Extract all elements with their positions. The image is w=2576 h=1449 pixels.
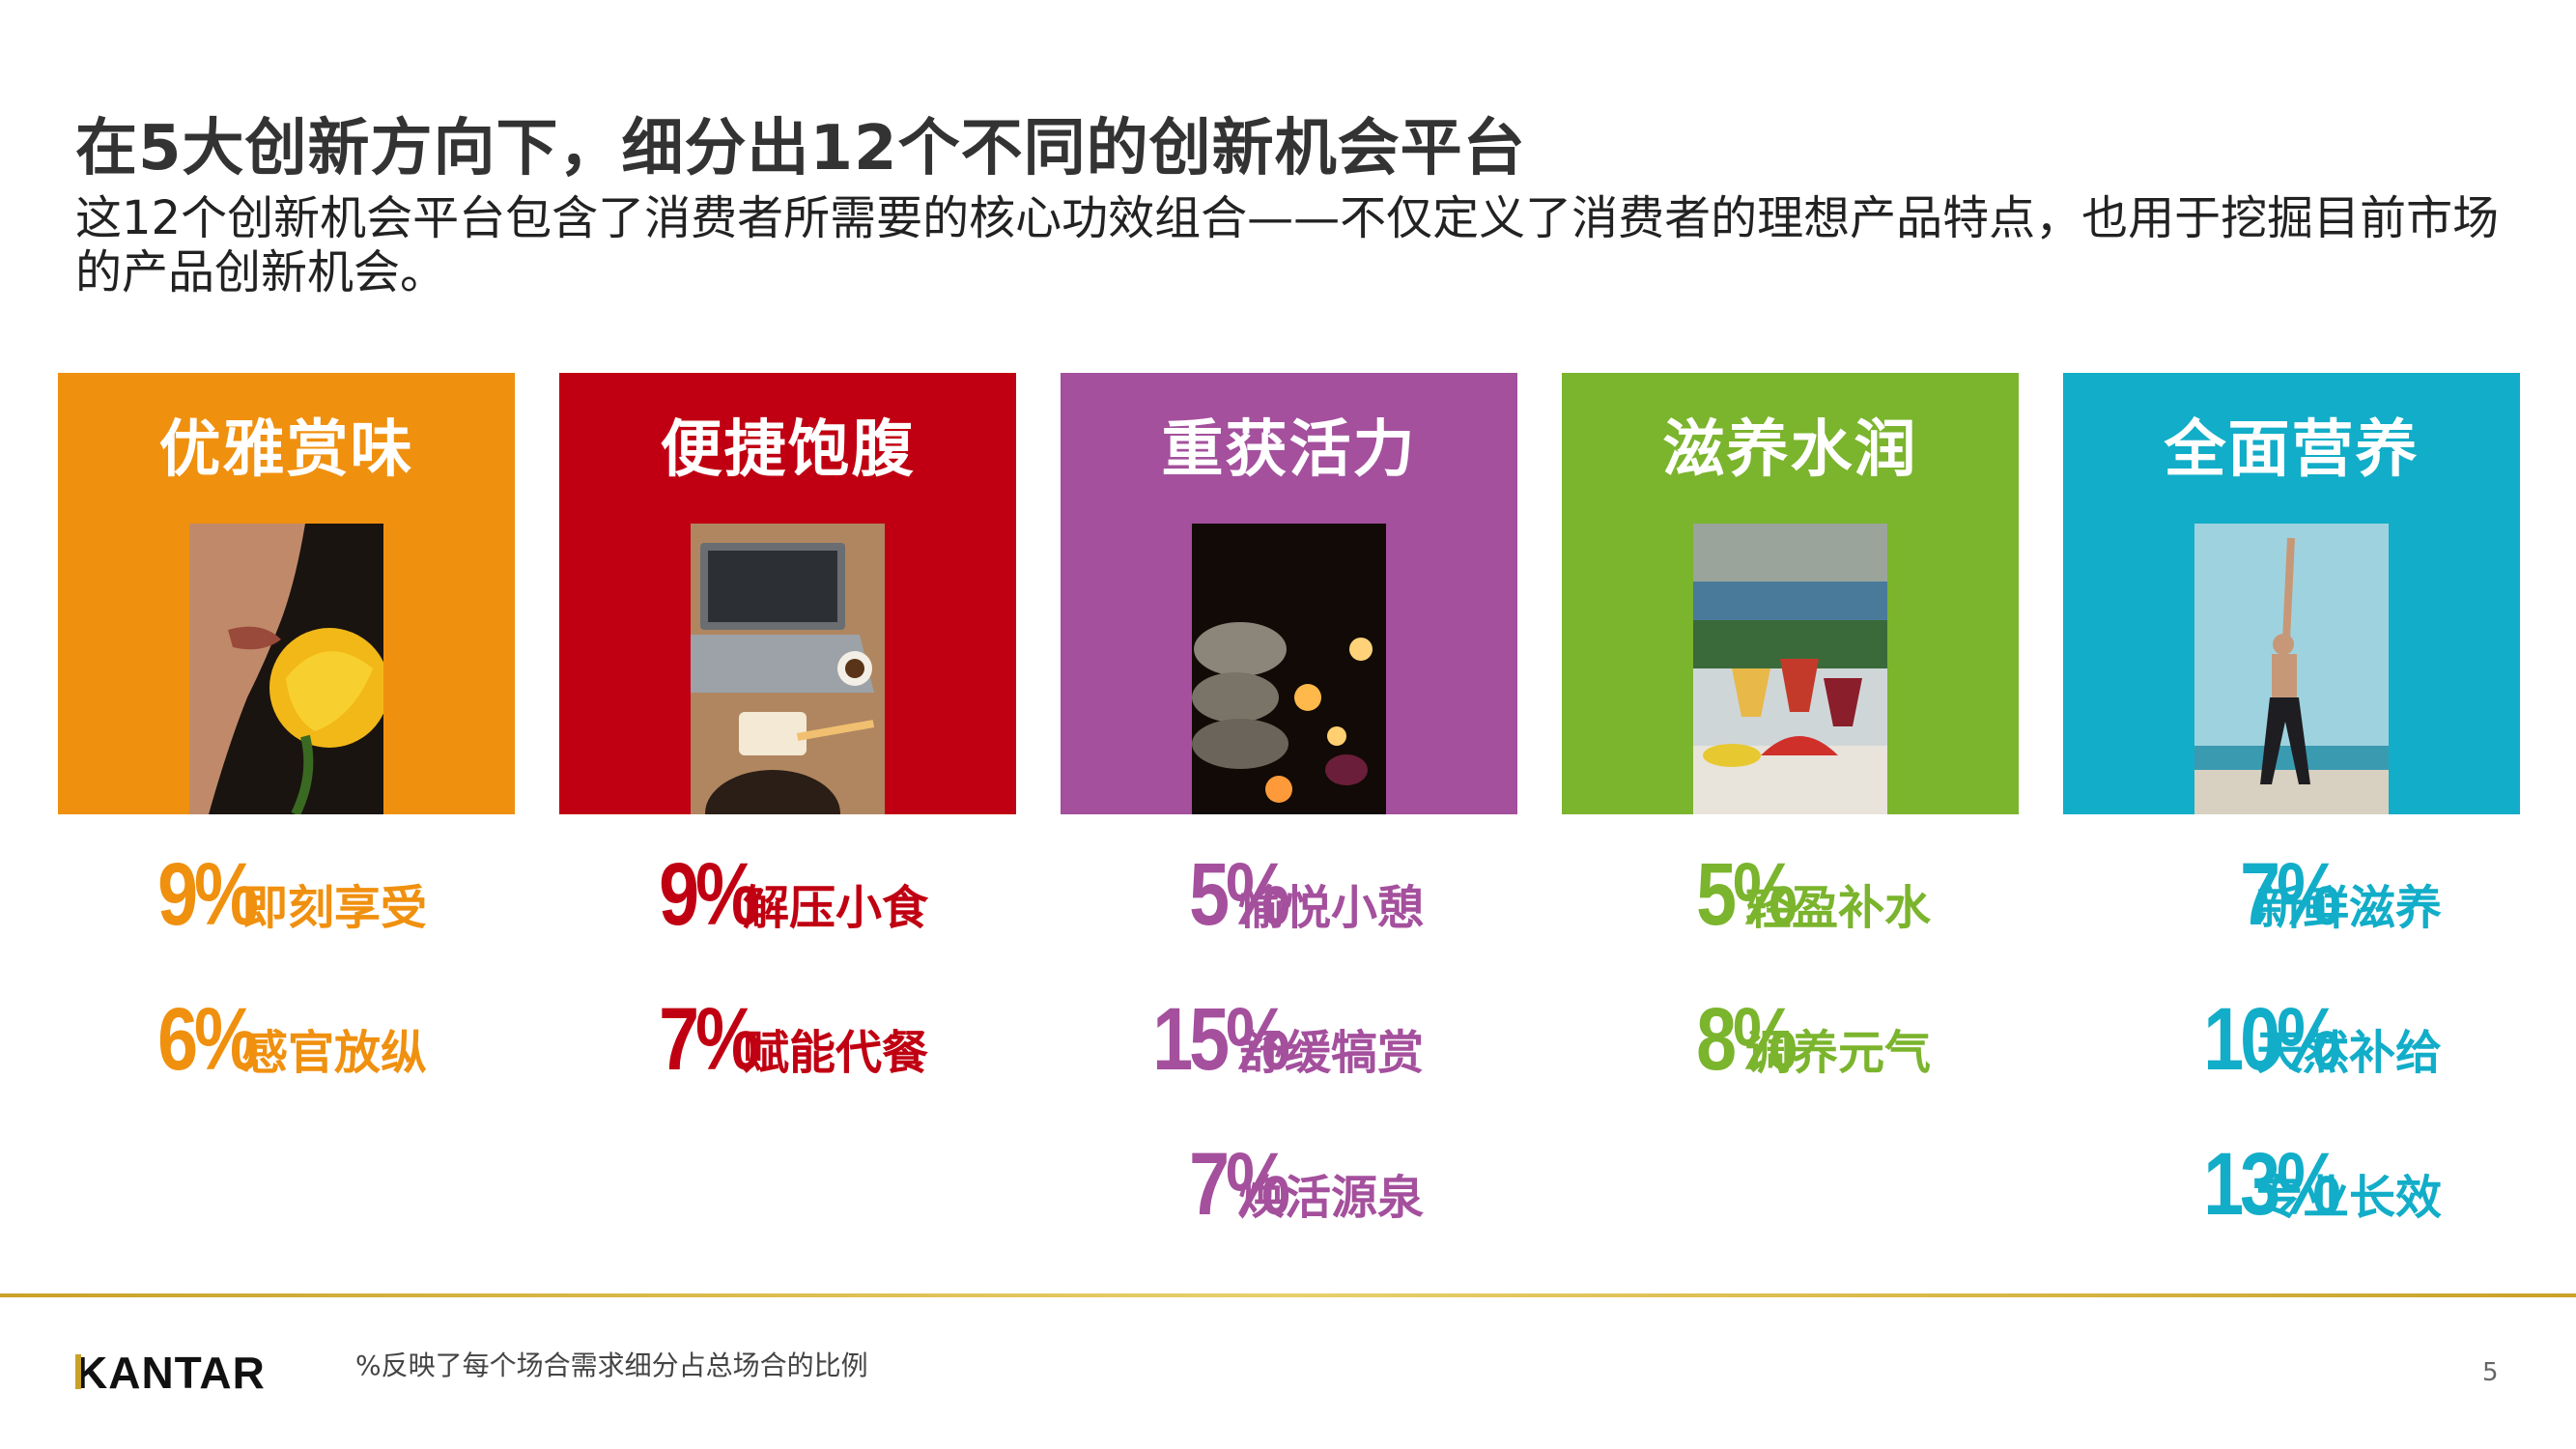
stat-soothing-reward: 15% 舒缓犒赏 <box>1061 993 1447 1086</box>
spa-candles-photo <box>1192 524 1386 814</box>
percentage-value: 13% <box>2203 1135 2341 1234</box>
stat-natural-supply: 10% 天然补给 <box>2063 993 2469 1086</box>
stat-label: 焕活源泉 <box>1238 1171 1425 1225</box>
platform-card-elegant-taste: 优雅赏味 <box>58 373 515 814</box>
stat-label: 解压小食 <box>743 881 929 935</box>
percentage-value: 7% <box>659 990 760 1089</box>
stat-label: 天然补给 <box>2256 1026 2443 1080</box>
platform-card-complete-nutrition: 全面营养 <box>2063 373 2520 814</box>
percentage-value: 6% <box>157 990 259 1089</box>
beach-fitness-photo <box>2194 524 2389 814</box>
footnote: %反映了每个场合需求细分占总场合的比例 <box>355 1350 868 1381</box>
platform-title: 便捷饱腹 <box>660 414 916 486</box>
stat-label: 轻盈补水 <box>1745 881 1932 935</box>
stat-sensory-indulgence: 6% 感官放纵 <box>58 993 444 1086</box>
stat-label: 专业长效 <box>2256 1171 2443 1225</box>
platform-card-nourish-hydrate: 滋养水润 <box>1562 373 2019 814</box>
laptop-snack-photo <box>691 524 885 814</box>
stat-professional-long-lasting: 13% 专业长效 <box>2063 1138 2469 1231</box>
platform-title: 重获活力 <box>1161 414 1417 486</box>
stat-label: 即刻享受 <box>241 881 428 935</box>
page-number: 5 <box>2482 1358 2499 1387</box>
stat-label: 舒缓犒赏 <box>1238 1026 1425 1080</box>
stat-pleasant-break: 5% 愉悦小憩 <box>1061 848 1447 941</box>
percentage-value: 7% <box>2240 845 2341 944</box>
juice-glasses-photo <box>1693 524 1887 814</box>
platform-title: 全面营养 <box>2164 414 2420 486</box>
platform-title: 优雅赏味 <box>158 414 414 486</box>
page-subtitle: 这12个创新机会平台包含了消费者所需要的核心功效组合——不仅定义了消费者的理想产… <box>75 191 2500 299</box>
percentage-value: 9% <box>659 845 760 944</box>
platform-card-convenient-fullness: 便捷饱腹 <box>559 373 1016 814</box>
stat-label: 新鲜滋养 <box>2256 881 2443 935</box>
stat-label: 赋能代餐 <box>743 1026 929 1080</box>
percentage-value: 5% <box>1696 845 1798 944</box>
stat-stress-relief-snack: 9% 解压小食 <box>559 848 946 941</box>
logo-accent-bar <box>75 1354 81 1389</box>
percentage-value: 10% <box>2203 990 2341 1089</box>
percentage-value: 8% <box>1696 990 1798 1089</box>
stat-label: 愉悦小憩 <box>1238 881 1425 935</box>
stat-label: 调养元气 <box>1745 1026 1932 1080</box>
percentage-value: 5% <box>1189 845 1290 944</box>
face-rose-photo <box>189 524 383 814</box>
stat-empowering-meal: 7% 赋能代餐 <box>559 993 946 1086</box>
kantar-logo: KANTAR <box>75 1348 266 1398</box>
stat-vitality-conditioning: 8% 调养元气 <box>1562 993 1948 1086</box>
platform-card-regain-vitality: 重获活力 <box>1061 373 1517 814</box>
percentage-value: 9% <box>157 845 259 944</box>
stat-label: 感官放纵 <box>241 1026 428 1080</box>
stat-instant-enjoyment: 9% 即刻享受 <box>58 848 444 941</box>
percentage-value: 15% <box>1152 990 1290 1089</box>
stat-revitalizing-source: 7% 焕活源泉 <box>1061 1138 1447 1231</box>
percentage-value: 7% <box>1189 1135 1290 1234</box>
platform-title: 滋养水润 <box>1662 414 1918 486</box>
footer-divider <box>0 1293 2576 1297</box>
stat-light-hydration: 5% 轻盈补水 <box>1562 848 1948 941</box>
page-title: 在5大创新方向下，细分出12个不同的创新机会平台 <box>75 113 1526 185</box>
stat-fresh-nourishment: 7% 新鲜滋养 <box>2063 848 2469 941</box>
